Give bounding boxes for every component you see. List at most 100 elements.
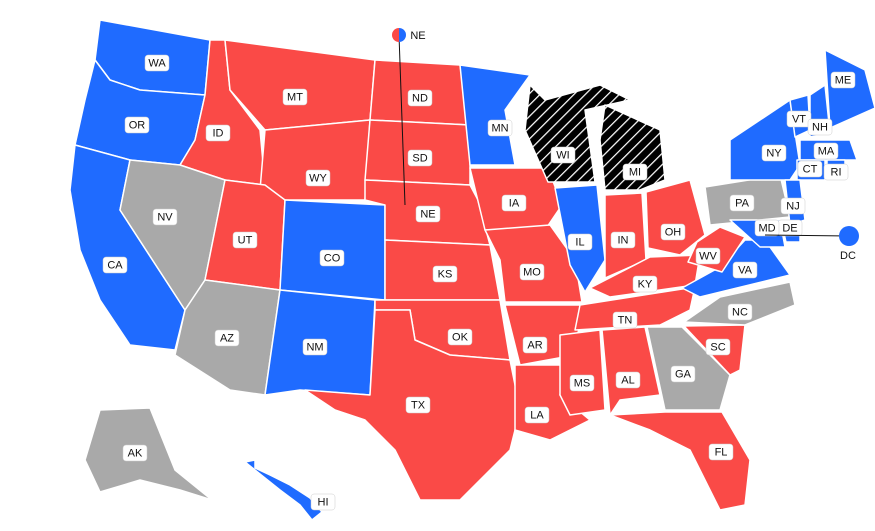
state-shape[interactable] <box>259 119 371 201</box>
state-label-box <box>695 247 721 265</box>
callout-line <box>398 34 406 206</box>
state-label: LA <box>530 409 544 421</box>
state-label-box <box>214 329 240 347</box>
state-label-box <box>319 249 345 267</box>
state-label: NM <box>306 341 323 353</box>
state-label: NE <box>420 208 435 220</box>
state-label: RI <box>831 166 842 178</box>
state-shape[interactable] <box>484 224 583 303</box>
state-label: IN <box>618 234 629 246</box>
state-label: PA <box>735 197 750 209</box>
state-label: IL <box>575 236 584 248</box>
state-label-box <box>567 233 593 251</box>
state-label: CO <box>324 252 341 264</box>
state-label-box <box>708 443 734 461</box>
state-shape[interactable] <box>599 104 666 191</box>
state-label-box <box>729 194 755 212</box>
state-shape[interactable] <box>244 459 323 521</box>
state-label-box <box>632 275 658 293</box>
state-label-box <box>232 231 258 249</box>
state-label-box <box>705 338 731 356</box>
state-shape[interactable] <box>609 411 751 511</box>
state-label: OK <box>452 331 469 343</box>
state-label: MN <box>491 122 508 134</box>
state-label-box <box>415 205 441 223</box>
state-label: MI <box>629 166 641 178</box>
state-label: WI <box>556 149 569 161</box>
state-label: KY <box>638 278 653 290</box>
state-label-box <box>612 311 638 329</box>
callout-half[interactable] <box>392 28 399 42</box>
state-shape[interactable] <box>574 286 696 331</box>
state-shape[interactable] <box>824 49 875 129</box>
state-label: DE <box>782 222 797 234</box>
state-label: MO <box>523 266 541 278</box>
state-label: WV <box>699 250 717 262</box>
state-label: CT <box>803 163 818 175</box>
state-label-box <box>524 406 550 424</box>
state-label: HI <box>318 496 329 508</box>
state-label: KS <box>438 268 453 280</box>
state-label-box <box>670 365 696 383</box>
state-label-box <box>813 142 839 160</box>
state-label: OH <box>665 226 682 238</box>
state-label-box <box>487 119 513 137</box>
state-label-box <box>407 149 433 167</box>
state-label-box <box>501 194 527 212</box>
state-label: AR <box>527 339 542 351</box>
callout-label: DC <box>840 250 856 262</box>
state-label-box <box>144 54 170 72</box>
state-label: NY <box>766 147 782 159</box>
state-label-box <box>407 89 433 107</box>
state-label: AK <box>128 447 143 459</box>
state-label-box <box>124 116 150 134</box>
state-label-box <box>754 219 780 237</box>
labels: WA OR CA ID NV MT WY UT CO AZ NM ND SD NE KS OK TX MN IA MO… <box>102 28 859 511</box>
state-label-box <box>310 493 336 511</box>
callout-line <box>764 234 850 237</box>
state-shape[interactable] <box>683 281 796 326</box>
state-label: SC <box>710 341 725 353</box>
state-label-box <box>447 328 473 346</box>
state-label: CA <box>107 259 123 271</box>
state-label: NJ <box>786 200 799 212</box>
state-label: MS <box>574 377 591 389</box>
state-label-box <box>610 231 636 249</box>
callout-dot[interactable] <box>839 226 859 246</box>
state-label-box <box>519 263 545 281</box>
state-label-box <box>522 336 548 354</box>
state-label-box <box>305 169 331 187</box>
state-label-box <box>732 261 758 279</box>
state-label: GA <box>675 368 692 380</box>
state-label: NH <box>812 121 828 133</box>
state-label: ME <box>835 74 852 86</box>
state-label-box <box>205 124 231 142</box>
state-label: FL <box>715 446 728 458</box>
state-label: MA <box>818 145 835 157</box>
state-label: MT <box>287 91 303 103</box>
state-label: NV <box>157 211 173 223</box>
states <box>69 19 875 521</box>
state-label-box <box>152 208 178 226</box>
callout-half[interactable] <box>399 28 406 42</box>
state-label: SD <box>412 152 427 164</box>
state-label: AL <box>621 374 634 386</box>
state-shape[interactable] <box>459 64 531 166</box>
state-label: IA <box>509 197 520 209</box>
state-label: UT <box>238 234 253 246</box>
state-label: VA <box>738 264 753 276</box>
state-label: WY <box>309 172 327 184</box>
state-label: TN <box>618 314 633 326</box>
state-label-box <box>727 303 753 321</box>
state-label: NC <box>732 306 748 318</box>
state-shape[interactable] <box>559 329 606 416</box>
state-label: VT <box>792 113 806 125</box>
state-shape[interactable] <box>84 407 213 501</box>
state-label-box <box>102 256 128 274</box>
state-label-box <box>660 223 686 241</box>
state-label-box <box>823 163 849 181</box>
state-label-box <box>780 197 806 215</box>
state-label: WA <box>148 57 166 69</box>
state-shape[interactable] <box>601 326 661 416</box>
